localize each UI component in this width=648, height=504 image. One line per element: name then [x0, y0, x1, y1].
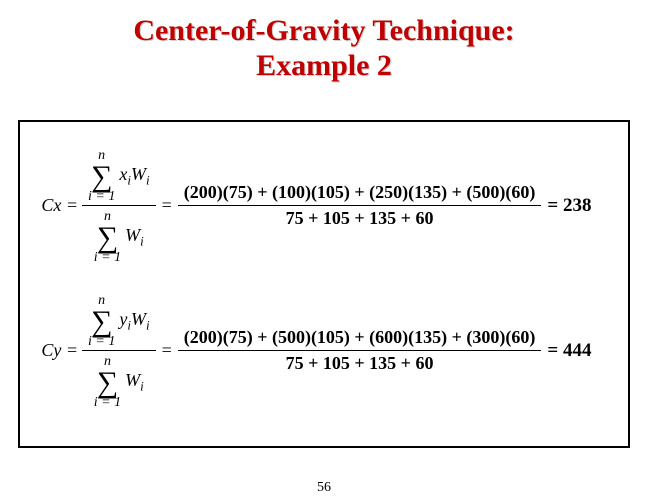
cx-summation-fraction: n ∑ i = 1 xiWi n ∑ i = 1 [82, 146, 156, 265]
sigma-icon: n ∑ i = 1 [88, 149, 115, 204]
cx-denominator-sigma: n ∑ i = 1 Wi [88, 207, 150, 265]
sigma-icon: n ∑ i = 1 [94, 210, 121, 265]
cx-numeric-fraction: (200)(75) + (100)(105) + (250)(135) + (5… [178, 182, 542, 229]
cy-numerator-sigma: n ∑ i = 1 yiWi [82, 291, 156, 349]
cx-lhs: Cx = [34, 195, 82, 216]
equation-cy: Cy = n ∑ i = 1 yiWi [34, 291, 614, 410]
equation-cx: Cx = n ∑ i = 1 xiWi [34, 146, 614, 265]
title-line1: Center-of-Gravity Technique: [133, 14, 514, 47]
content-frame: Cx = n ∑ i = 1 xiWi [18, 120, 630, 448]
cx-numerator-sigma: n ∑ i = 1 xiWi [82, 146, 156, 204]
cy-num-term: yiWi [115, 309, 149, 334]
sigma-icon: n ∑ i = 1 [88, 294, 115, 349]
equals-sign: = [156, 340, 178, 361]
cx-numeric-denominator: 75 + 105 + 135 + 60 [280, 208, 440, 229]
page-number: 56 [0, 480, 648, 496]
cx-numeric-numerator: (200)(75) + (100)(105) + (250)(135) + (5… [178, 182, 542, 203]
cy-numeric-fraction: (200)(75) + (500)(105) + (600)(135) + (3… [178, 327, 542, 374]
cy-summation-fraction: n ∑ i = 1 yiWi n ∑ i = 1 [82, 291, 156, 410]
cy-numeric-denominator: 75 + 105 + 135 + 60 [280, 353, 440, 374]
slide-title: Center-of-Gravity Technique: Example 2 [0, 0, 648, 83]
cx-result: = 238 [541, 195, 591, 217]
cy-numeric-numerator: (200)(75) + (500)(105) + (600)(135) + (3… [178, 327, 542, 348]
cy-denominator-sigma: n ∑ i = 1 Wi [88, 352, 150, 410]
cx-den-term: Wi [121, 225, 144, 250]
cy-result: = 444 [541, 340, 591, 362]
cx-num-term: xiWi [115, 164, 149, 189]
cy-lhs: Cy = [34, 340, 82, 361]
equals-sign: = [156, 195, 178, 216]
sigma-icon: n ∑ i = 1 [94, 355, 121, 410]
title-line2: Example 2 [256, 49, 392, 82]
slide: Center-of-Gravity Technique: Example 2 C… [0, 0, 648, 504]
cy-den-term: Wi [121, 370, 144, 395]
